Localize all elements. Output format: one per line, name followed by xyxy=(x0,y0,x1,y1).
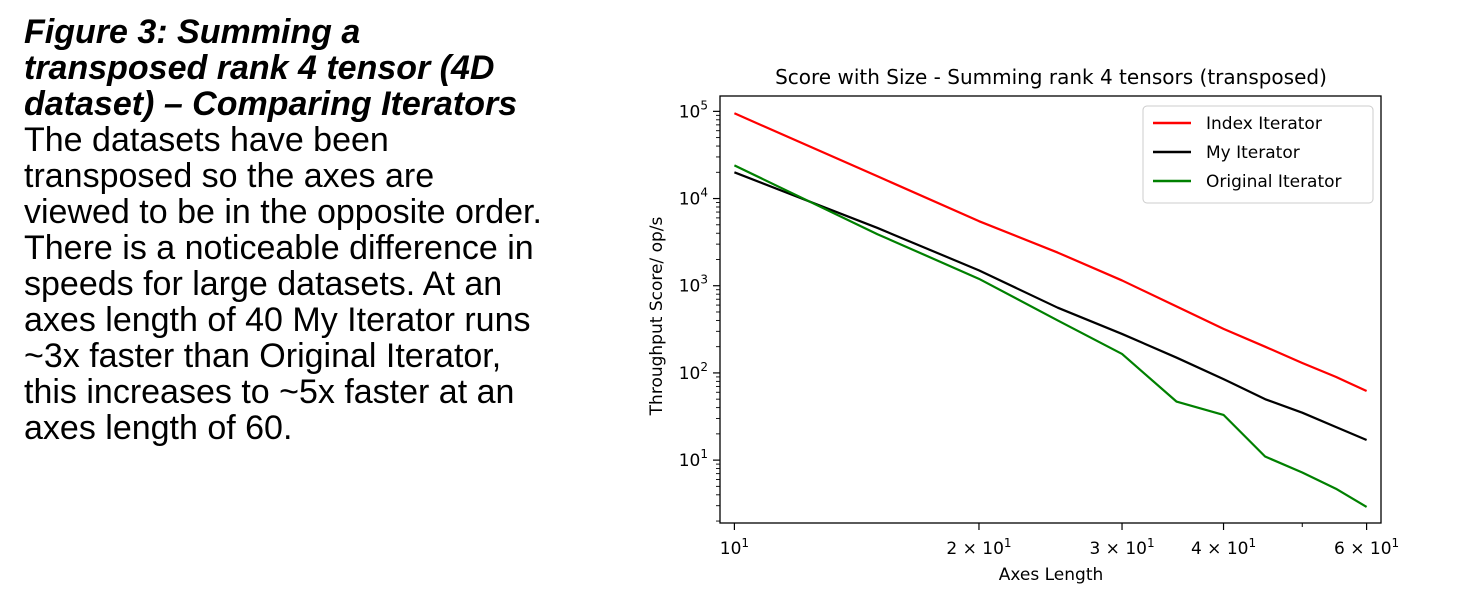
description-line: viewed to be in the opposite order. xyxy=(24,193,542,231)
x-tick-label: 101 xyxy=(720,536,749,559)
series-line xyxy=(733,164,1368,508)
chart-title: Score with Size - Summing rank 4 tensors… xyxy=(775,65,1327,89)
y-tick-label: 104 xyxy=(679,186,708,210)
series-line xyxy=(733,112,1368,393)
description-line: transposed so the axes are xyxy=(24,157,435,195)
figure-description: The datasets have been transposed so the… xyxy=(24,122,614,446)
description-line: There is a noticeable difference in xyxy=(24,229,534,267)
figure-title-line: dataset) – Comparing Iterators xyxy=(24,85,518,123)
figure-title-line: Figure 3: Summing a xyxy=(24,13,361,51)
x-axis-label: Axes Length xyxy=(999,565,1104,585)
x-tick-label: 3 × 101 xyxy=(1089,536,1154,559)
description-line: this increases to ~5x faster at an xyxy=(24,373,515,411)
description-line: The datasets have been xyxy=(24,121,389,159)
description-line: axes length of 40 My Iterator runs xyxy=(24,301,531,339)
plot-lines xyxy=(733,112,1368,508)
legend-label: Index Iterator xyxy=(1206,114,1322,134)
figure-caption: Figure 3: Summing a transposed rank 4 te… xyxy=(24,14,614,446)
x-axis-ticks: 101 2 × 101 3 × 101 4 × 101 6 × 101 xyxy=(720,523,1399,559)
legend: Index Iterator My Iterator Original Iterat… xyxy=(1142,105,1374,204)
legend-label: My Iterator xyxy=(1206,143,1300,163)
legend-box xyxy=(1142,105,1374,204)
description-line: ~3x faster than Original Iterator, xyxy=(24,337,502,375)
description-line: speeds for large datasets. At an xyxy=(24,265,503,303)
x-tick-label: 6 × 101 xyxy=(1334,536,1399,559)
y-axis-label: Throughput Score/ op/s xyxy=(647,217,667,417)
y-tick-label: 105 xyxy=(679,98,708,122)
x-tick-label: 2 × 101 xyxy=(946,536,1011,559)
legend-label: Original Iterator xyxy=(1206,172,1342,192)
y-tick-label: 101 xyxy=(679,447,708,471)
y-tick-label: 102 xyxy=(679,360,708,384)
chart-container: Score with Size - Summing rank 4 tensors… xyxy=(630,56,1420,601)
figure-title-line: transposed rank 4 tensor (4D xyxy=(24,49,495,87)
plot-frame xyxy=(719,95,1382,524)
figure-title: Figure 3: Summing a transposed rank 4 te… xyxy=(24,14,614,122)
x-tick-label: 4 × 101 xyxy=(1191,536,1256,559)
description-line: axes length of 60. xyxy=(24,409,293,447)
y-tick-label: 103 xyxy=(679,273,708,297)
line-chart: Score with Size - Summing rank 4 tensors… xyxy=(647,65,1399,585)
y-axis-ticks: 101 102 103 104 105 xyxy=(679,98,720,522)
series-line xyxy=(734,171,1368,442)
